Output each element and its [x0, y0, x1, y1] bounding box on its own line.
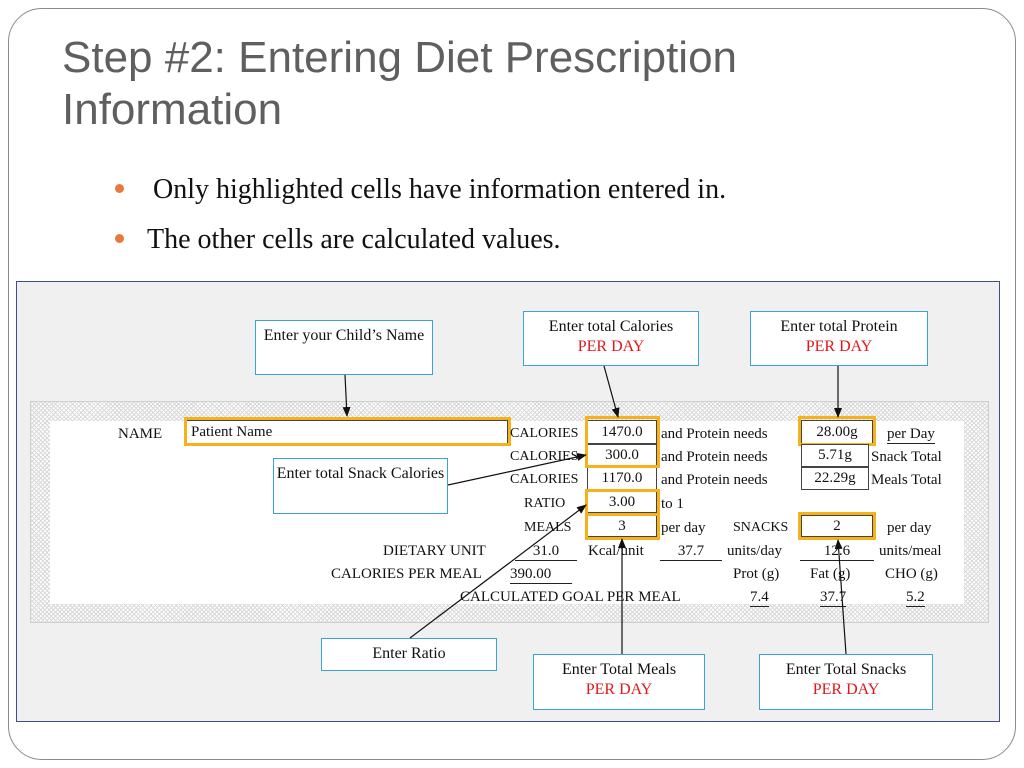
bullet-text: The other cells are calculated values. — [147, 224, 561, 255]
protein-needs-label-3: and Protein needs — [661, 472, 768, 488]
calories-total-cell[interactable]: 1470.0 — [587, 420, 657, 444]
slide-title: Step #2: Entering Diet Prescription Info… — [62, 32, 737, 136]
callout-total-snacks-text: Enter Total Snacks — [785, 661, 907, 678]
units-meal-value: 12.6 — [800, 542, 874, 561]
callout-per-day: PER DAY — [577, 338, 645, 355]
units-meal-label: units/meal — [879, 543, 942, 559]
calories-highlight — [585, 416, 660, 468]
title-line-1: Step #2: Entering Diet Prescription — [62, 33, 738, 82]
callout-total-calories: Enter total Calories PER DAY — [523, 311, 699, 366]
callout-per-day: PER DAY — [585, 681, 653, 698]
patient-name-cell[interactable]: Patient Name — [186, 420, 508, 444]
ratio-label: RATIO — [524, 496, 566, 511]
calories-label: CALORIES — [510, 426, 579, 441]
title-line-2: Information — [62, 85, 283, 134]
protein-per-day-label: per Day — [887, 426, 935, 444]
callout-ratio: Enter Ratio — [321, 638, 497, 671]
cho-label: CHO (g) — [885, 566, 938, 582]
arrow-total-calories — [603, 365, 620, 418]
arrow-ratio — [409, 504, 587, 639]
callout-total-calories-text: Enter total Calories — [548, 318, 674, 335]
arrow-total-snacks — [834, 539, 847, 655]
protein-needs-label-2: and Protein needs — [661, 449, 768, 465]
dietary-unit-value: 31.0 — [515, 542, 577, 561]
meal-calories-label: CALORIES — [510, 472, 579, 487]
callout-total-protein: Enter total Protein PER DAY — [750, 311, 928, 366]
meals-label: MEALS — [524, 520, 572, 535]
callout-snack-calories: Enter total Snack Calories — [273, 458, 448, 514]
snacks-per-day-label: per day — [887, 520, 932, 536]
calories-per-meal-label: CALORIES PER MEAL — [331, 566, 482, 582]
snacks-label: SNACKS — [733, 520, 789, 535]
units-day-value: 37.7 — [660, 542, 722, 561]
callout-total-meals: Enter Total Meals PER DAY — [533, 654, 705, 710]
dietary-unit-label: DIETARY UNIT — [383, 543, 486, 559]
callout-per-day: PER DAY — [805, 338, 873, 355]
kcal-unit-label: Kcal/unit — [588, 543, 644, 559]
units-day-label: units/day — [727, 543, 782, 559]
prot-label: Prot (g) — [733, 566, 780, 582]
snacks-cell[interactable]: 2 — [801, 515, 873, 537]
protein-snack-cell: 5.71g — [801, 444, 869, 467]
snacks-highlight — [798, 512, 876, 540]
meals-total-label: Meals Total — [871, 472, 942, 488]
goal-cho-value: 5.2 — [906, 589, 925, 607]
arrow-child-name — [342, 374, 351, 417]
callout-total-snacks: Enter Total Snacks PER DAY — [759, 654, 933, 710]
callout-total-protein-text: Enter total Protein — [780, 318, 898, 335]
protein-needs-label: and Protein needs — [661, 426, 768, 442]
calories-per-meal-value: 390.00 — [510, 565, 572, 584]
bullet-text: Only highlighted cells have information … — [153, 174, 727, 205]
patient-name-highlight — [184, 417, 511, 446]
bullet-dot-icon — [115, 234, 124, 243]
callout-total-meals-text: Enter Total Meals — [561, 661, 677, 678]
snack-total-label: Snack Total — [871, 449, 942, 465]
meals-per-day-label: per day — [661, 520, 706, 536]
to-one-label: to 1 — [661, 496, 684, 512]
goal-label: CALCULATED GOAL PER MEAL — [460, 589, 681, 605]
ratio-cell[interactable]: 3.00 — [587, 491, 657, 513]
callout-per-day: PER DAY — [812, 681, 880, 698]
name-label: NAME — [118, 426, 163, 442]
protein-meals-cell: 22.29g — [801, 467, 869, 490]
arrow-snack-calories — [447, 453, 587, 486]
bullet-dot-icon — [115, 184, 124, 193]
snack-calories-cell[interactable]: 300.0 — [587, 444, 657, 467]
callout-child-name: Enter your Child’s Name — [255, 320, 433, 375]
goal-fat-value: 37.7 — [820, 589, 847, 607]
goal-prot-value: 7.4 — [750, 589, 769, 607]
